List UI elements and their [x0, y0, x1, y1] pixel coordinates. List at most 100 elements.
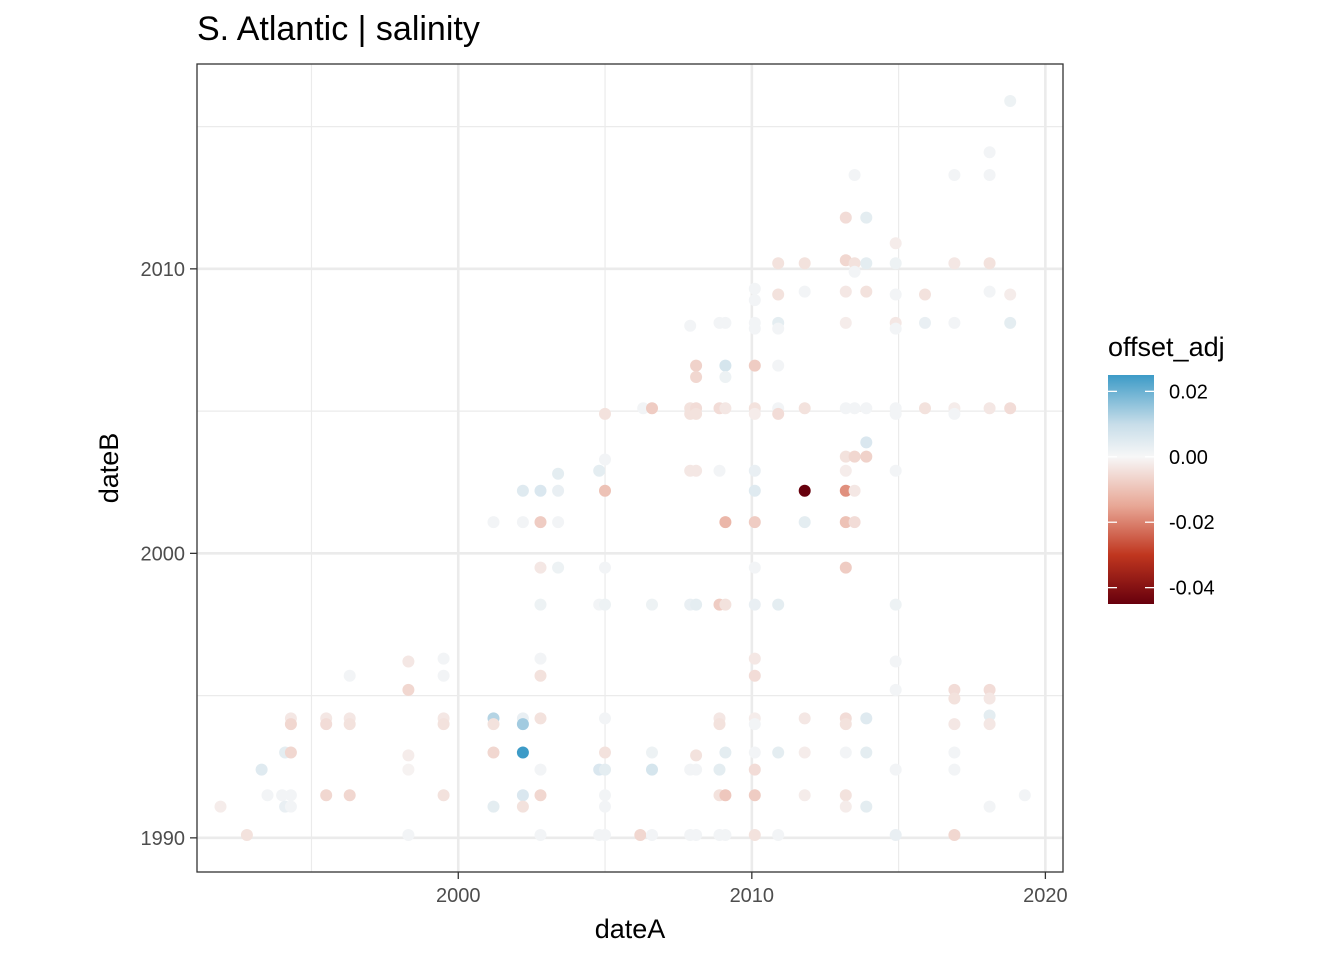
scatter-point — [839, 484, 852, 497]
scatter-point — [983, 257, 996, 270]
scatter-point — [798, 789, 811, 802]
scatter-point — [983, 169, 996, 181]
scatter-point — [599, 407, 611, 420]
scatter-point — [839, 561, 852, 574]
scatter-point — [719, 402, 732, 415]
scatter-point — [599, 453, 611, 466]
scatter-point — [646, 402, 658, 415]
scatter-point — [534, 763, 547, 776]
scatter-point — [284, 718, 297, 731]
y-tick-label: 2000 — [141, 543, 186, 565]
scatter-point — [839, 285, 852, 298]
scatter-point — [860, 800, 873, 813]
scatter-point — [599, 712, 611, 725]
scatter-point — [437, 789, 450, 802]
scatter-point — [255, 763, 268, 776]
scatter-point — [719, 829, 732, 841]
scatter-point — [839, 789, 852, 802]
scatter-point — [320, 718, 333, 731]
data-points — [214, 95, 1031, 841]
scatter-point — [983, 800, 996, 813]
scatter-point — [599, 598, 611, 611]
scatter-point — [402, 683, 415, 696]
scatter-point — [599, 800, 611, 813]
scatter-point — [240, 829, 253, 841]
scatter-point — [437, 718, 450, 731]
scatter-point — [860, 450, 873, 463]
scatter-point — [516, 746, 529, 759]
scatter-point — [516, 800, 529, 813]
scatter-point — [748, 652, 761, 665]
scatter-point — [839, 516, 852, 529]
scatter-point — [534, 561, 547, 574]
scatter-point — [713, 763, 726, 776]
scatter-point — [284, 746, 297, 759]
y-axis: 1990 2000 2010 — [141, 259, 197, 850]
scatter-point — [848, 169, 861, 181]
scatter-point — [948, 829, 961, 841]
scatter-point — [889, 407, 902, 420]
scatter-point — [719, 316, 732, 329]
scatter-point — [839, 464, 852, 477]
scatter-point — [848, 484, 861, 497]
scatter-point — [487, 516, 500, 529]
scatter-point — [839, 316, 852, 329]
scatter-point — [599, 561, 611, 574]
scatter-point — [552, 484, 565, 497]
legend-tick-label: -0.04 — [1169, 578, 1215, 600]
y-axis-title: dateB — [94, 433, 124, 504]
plot-background — [197, 64, 1063, 872]
scatter-point — [748, 561, 761, 574]
legend-tick-label: 0.00 — [1169, 447, 1208, 469]
scatter-point — [284, 800, 297, 813]
scatter-point — [860, 746, 873, 759]
scatter-point — [772, 288, 785, 301]
scatter-point — [919, 316, 931, 329]
scatter-point — [402, 829, 415, 841]
x-axis-title: dateA — [595, 914, 666, 944]
scatter-point — [860, 436, 873, 449]
scatter-point — [690, 749, 703, 762]
scatter-point — [343, 669, 356, 682]
scatter-point — [889, 464, 902, 477]
x-axis: 2000 2010 2020 — [436, 872, 1068, 907]
scatter-point — [848, 265, 861, 278]
scatter-point — [343, 718, 356, 731]
scatter-point — [552, 561, 565, 574]
scatter-point — [719, 746, 732, 759]
scatter-point — [772, 407, 785, 420]
scatter-point — [839, 211, 852, 224]
scatter-point — [983, 683, 996, 696]
y-tick-label: 2010 — [141, 259, 186, 281]
scatter-point — [948, 683, 961, 696]
scatter-point — [948, 692, 961, 705]
scatter-point — [684, 319, 697, 332]
scatter-point — [860, 257, 873, 270]
scatter-point — [748, 464, 761, 477]
scatter-point — [919, 402, 931, 415]
scatter-point — [772, 598, 785, 611]
scatter-point — [748, 407, 761, 420]
scatter-point — [889, 655, 902, 668]
scatter-point — [889, 237, 902, 250]
scatter-point — [261, 789, 274, 802]
scatter-point — [983, 146, 996, 159]
scatter-point — [983, 402, 996, 415]
scatter-point — [719, 359, 732, 372]
legend-colorbar — [1108, 375, 1154, 604]
scatter-point — [798, 285, 811, 298]
scatter-point — [637, 402, 650, 415]
scatter-point — [748, 763, 761, 776]
scatter-point — [860, 211, 873, 224]
scatter-point — [798, 746, 811, 759]
scatter-point — [839, 746, 852, 759]
scatter-point — [320, 789, 333, 802]
scatter-point — [284, 789, 297, 802]
scatter-point — [437, 669, 450, 682]
scatter-point — [839, 800, 852, 813]
scatter-point — [948, 169, 961, 181]
scatter-point — [948, 718, 961, 731]
scatter-point — [402, 749, 415, 762]
scatter-point — [646, 746, 658, 759]
